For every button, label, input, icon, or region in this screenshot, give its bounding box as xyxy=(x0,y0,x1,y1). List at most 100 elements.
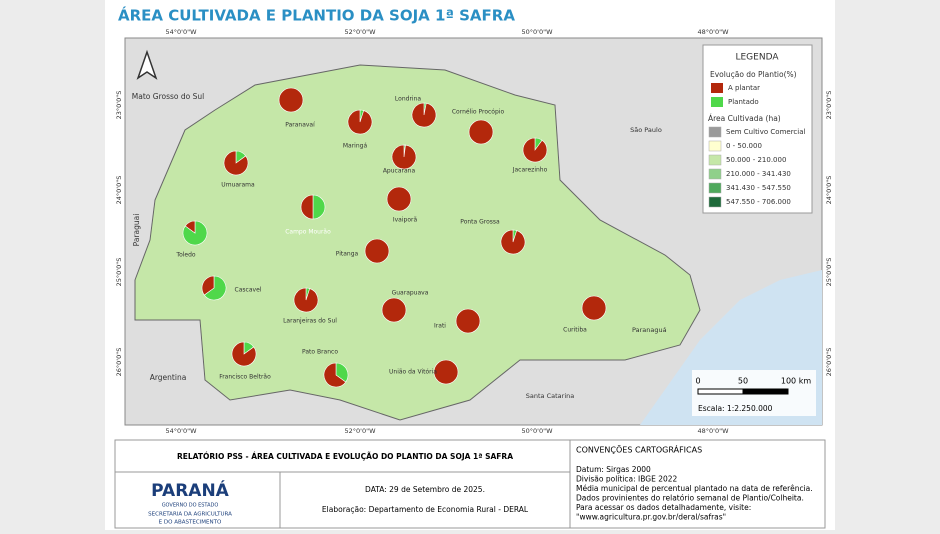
scale-bar xyxy=(742,388,789,395)
label: Plantado xyxy=(728,98,759,106)
label: Paranaguá xyxy=(632,326,667,334)
label: 23°0'0"S xyxy=(115,91,123,120)
pie-slice xyxy=(278,87,304,113)
label: Mato Grosso do Sul xyxy=(132,92,204,101)
label: 24°0'0"S xyxy=(825,176,833,205)
label: Evolução do Plantio(%) xyxy=(710,70,797,79)
pie-slice xyxy=(223,150,249,176)
label: RELATÓRIO PSS - ÁREA CULTIVADA E EVOLUÇÃ… xyxy=(177,452,513,461)
label: Campo Mourão xyxy=(285,229,331,236)
label: Maringá xyxy=(343,143,368,150)
label: Pitanga xyxy=(336,251,359,258)
label: São Paulo xyxy=(630,126,662,134)
label: CONVENÇÕES CARTOGRÁFICAS xyxy=(576,444,702,455)
label: Cascavel xyxy=(235,287,262,294)
label: Cornélio Procópio xyxy=(452,109,505,116)
label: GOVERNO DO ESTADO xyxy=(162,503,219,509)
label: 23°0'0"S xyxy=(825,91,833,120)
pie-slice xyxy=(231,341,257,367)
label: 50°0'0"W xyxy=(522,28,554,36)
label: Elaboração: Departamento de Economia Rur… xyxy=(322,505,529,514)
label: 210.000 - 341.430 xyxy=(726,170,791,178)
pie-slice xyxy=(455,308,481,334)
scale-bar xyxy=(697,388,744,395)
label: Ivaiporã xyxy=(393,217,418,224)
state-outline xyxy=(134,64,701,421)
pie-slice xyxy=(411,102,437,128)
label: DATA: 29 de Setembro de 2025. xyxy=(365,485,485,494)
label: Guarapuava xyxy=(392,290,429,297)
pie-slice xyxy=(391,144,417,170)
label: Umuarama xyxy=(221,182,255,189)
legend-swatch xyxy=(708,168,722,180)
label: Escala: 1:2.250.000 xyxy=(698,404,773,413)
label: Área Cultivada (ha) xyxy=(708,114,781,123)
label: 52°0'0"W xyxy=(345,427,377,435)
label: PARANÁ xyxy=(151,479,230,501)
label: Santa Catarina xyxy=(526,392,574,400)
label: LEGENDA xyxy=(735,53,779,63)
legend-swatch xyxy=(711,97,723,107)
label: União da Vitória xyxy=(389,369,437,376)
label: Francisco Beltrão xyxy=(219,374,271,381)
pie-slice xyxy=(300,194,314,220)
label: Média municipal de percentual plantado n… xyxy=(576,484,813,493)
pie-slice xyxy=(500,229,526,255)
label: 26°0'0"S xyxy=(115,348,123,377)
label: A plantar xyxy=(728,84,760,92)
label: Apucarana xyxy=(383,168,416,175)
label: Divisão política: IBGE 2022 xyxy=(576,475,678,484)
pie-slice xyxy=(335,362,349,383)
label: Laranjeiras do Sul xyxy=(283,318,337,325)
label: E DO ABASTECIMENTO xyxy=(159,520,222,526)
label: 48°0'0"W xyxy=(698,427,730,435)
legend-swatch xyxy=(708,154,722,166)
label: 48°0'0"W xyxy=(698,28,730,36)
legend-swatch xyxy=(711,83,723,93)
label: SECRETARIA DA AGRICULTURA xyxy=(148,512,232,518)
pie-slice xyxy=(522,137,548,163)
pie-slice xyxy=(293,287,319,313)
label: 341.430 - 547.550 xyxy=(726,184,791,192)
label: 0 xyxy=(695,377,700,386)
label: 100 km xyxy=(781,377,811,386)
label: Ponta Grossa xyxy=(460,219,500,226)
title: ÁREA CULTIVADA E PLANTIO DA SOJA 1ª SAFR… xyxy=(118,6,515,25)
label: Curitiba xyxy=(563,327,587,334)
pie-slice xyxy=(581,295,607,321)
label: Paranavaí xyxy=(285,122,315,129)
pie-slice xyxy=(364,238,390,264)
label: 24°0'0"S xyxy=(115,176,123,205)
label: 25°0'0"S xyxy=(115,258,123,287)
label: Datum: Sirgas 2000 xyxy=(576,465,651,474)
pie-slice xyxy=(201,275,215,296)
pie-slice xyxy=(381,297,407,323)
legend-swatch xyxy=(708,126,722,138)
pie-slice xyxy=(468,119,494,145)
legend-swatch xyxy=(708,182,722,194)
label: Irati xyxy=(434,323,446,330)
label: 54°0'0"W xyxy=(166,28,198,36)
pie-slice xyxy=(386,186,412,212)
pie-slice xyxy=(347,109,373,135)
pie-slice xyxy=(184,220,196,234)
pie-slice xyxy=(203,275,227,301)
label: 547.550 - 706.000 xyxy=(726,198,791,206)
pie-slice xyxy=(433,359,459,385)
label: 50 xyxy=(738,377,748,386)
label: 54°0'0"W xyxy=(166,427,198,435)
footer-box xyxy=(114,439,826,529)
legend-swatch xyxy=(708,196,722,208)
north-arrow xyxy=(136,49,158,80)
label: 0 - 50.000 xyxy=(726,142,762,150)
label: Pato Branco xyxy=(302,349,338,356)
label: Sem Cultivo Comercial xyxy=(726,128,806,136)
label: 25°0'0"S xyxy=(825,258,833,287)
legend-swatch xyxy=(708,140,722,152)
label: Para acessar os dados detalhadamente, vi… xyxy=(576,503,751,512)
pie-slice xyxy=(323,362,347,388)
label: 50.000 - 210.000 xyxy=(726,156,786,164)
label: Paraguai xyxy=(132,214,141,247)
label: "www.agricultura.pr.gov.br/deral/safras" xyxy=(576,513,726,522)
